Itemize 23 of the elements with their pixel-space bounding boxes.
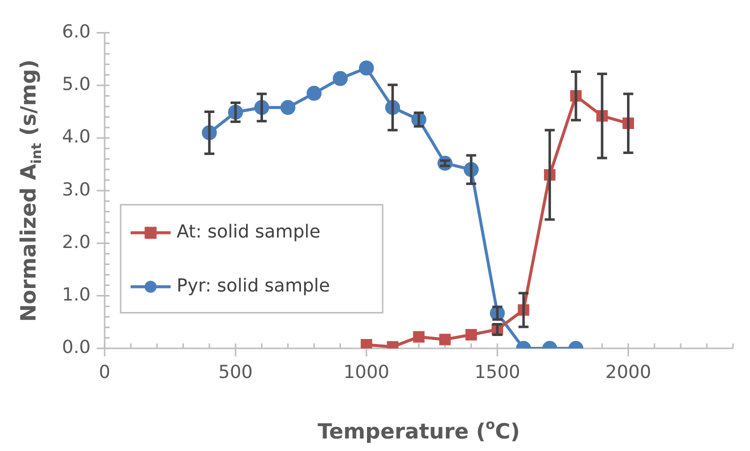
point: [413, 331, 425, 343]
legend-label: Pyr: solid sample: [176, 275, 330, 296]
x-tick-label: 0: [98, 362, 110, 383]
y-tick-label: 6.0: [62, 21, 91, 42]
point: [465, 328, 477, 340]
y-tick-label: 3.0: [62, 179, 91, 200]
point: [360, 338, 372, 348]
point: [358, 60, 374, 76]
legend-label: At: solid sample: [176, 221, 320, 242]
point: [280, 100, 296, 115]
y-axis-title: Normalized Aint (s/mg): [16, 59, 45, 322]
y-tick-label: 0.0: [62, 337, 91, 358]
point: [439, 334, 451, 346]
x-tick-label: 2000: [605, 362, 652, 383]
y-tick-label: 4.0: [62, 126, 91, 148]
x-tick-label: 500: [218, 362, 253, 383]
x-tick-label: 1500: [474, 362, 520, 383]
y-tick-label: 1.0: [62, 284, 91, 306]
y-tick-label: 2.0: [62, 232, 91, 253]
x-tick-label: 1000: [344, 362, 390, 383]
point: [332, 71, 348, 86]
y-tick-label: 5.0: [62, 74, 91, 96]
point: [306, 86, 322, 101]
